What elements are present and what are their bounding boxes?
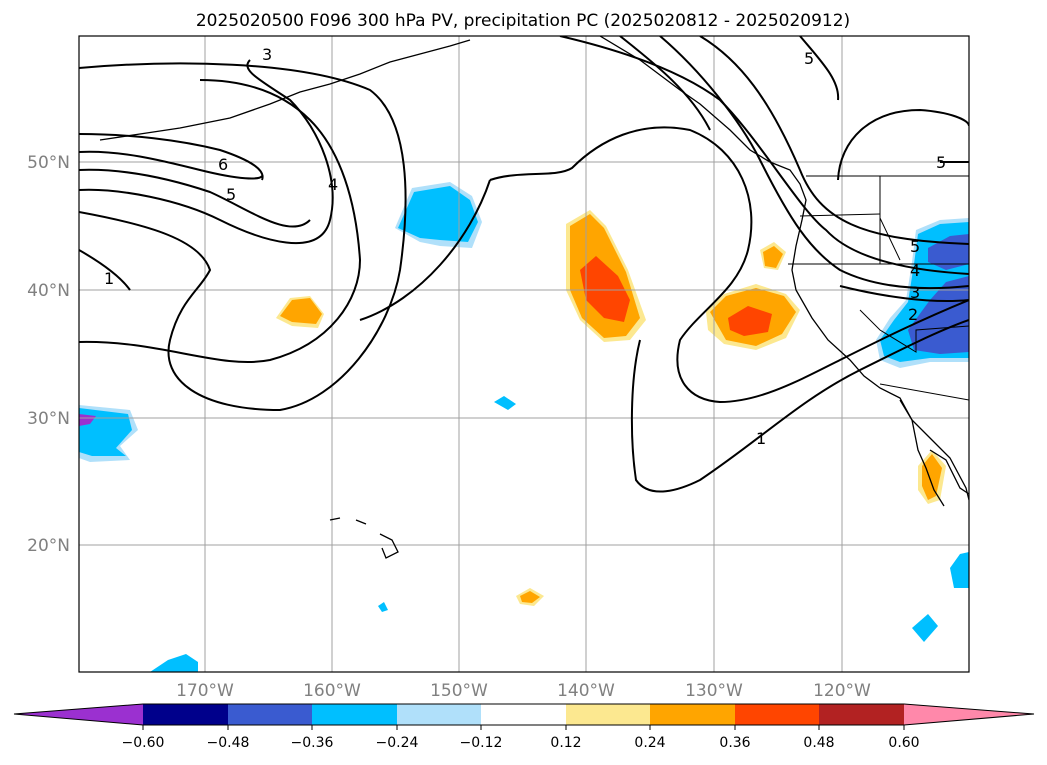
colorbar-tick-label: 0.48 — [803, 735, 834, 751]
figure-title: 2025020500 F096 300 hPa PV, precipitatio… — [196, 11, 850, 31]
contour-label: 1 — [104, 269, 114, 288]
colorbar-tick-label: 0.12 — [550, 735, 581, 751]
contour-label: 5 — [226, 185, 236, 204]
colorbar-tick-label: 0.60 — [888, 735, 919, 751]
colorbar-tick-label: 0.36 — [719, 735, 750, 751]
colorbar-segment — [397, 704, 481, 725]
colorbar-segment — [312, 704, 397, 725]
lat-label: 20°N — [27, 536, 70, 556]
contour-label: 3 — [910, 283, 920, 302]
lon-label: 130°W — [685, 681, 743, 701]
colorbar-segment — [650, 704, 735, 725]
latitude-labels: 50°N 40°N 30°N 20°N — [27, 153, 70, 556]
colorbar-segment — [819, 704, 904, 725]
lat-label: 30°N — [27, 409, 70, 429]
contour-label: 2 — [908, 305, 918, 324]
longitude-labels: 170°W 160°W 150°W 140°W 130°W 120°W — [176, 681, 871, 701]
contour-label: 5 — [936, 153, 946, 172]
colorbar-segment — [228, 704, 312, 725]
colorbar: −0.60 −0.48 −0.36 −0.24 −0.12 0.12 0.24 … — [13, 703, 1035, 751]
colorbar-segment — [143, 704, 228, 725]
coastlines — [99, 36, 969, 559]
colorbar-tick-label: −0.36 — [291, 735, 334, 751]
colorbar-tick-label: −0.60 — [122, 735, 165, 751]
contour-label: 5 — [804, 49, 814, 68]
colorbar-segment — [566, 704, 650, 725]
contour-label: 1 — [756, 429, 766, 448]
map-border — [78, 35, 970, 673]
colorbar-tick-label: −0.48 — [207, 735, 250, 751]
colorbar-extend-low — [14, 704, 143, 725]
colorbar-tick-label: −0.24 — [376, 735, 419, 751]
political-borders — [788, 175, 969, 401]
lat-label: 50°N — [27, 153, 70, 173]
colorbar-segment — [481, 704, 566, 725]
precip-shading — [79, 182, 969, 672]
contour-label: 4 — [328, 175, 338, 194]
lon-label: 140°W — [557, 681, 615, 701]
contour-labels: 3 5 6 5 4 1 1 5 5 4 3 2 — [104, 45, 946, 448]
lon-label: 150°W — [430, 681, 488, 701]
contour-label: 4 — [910, 261, 920, 280]
contour-label: 5 — [910, 237, 920, 256]
graticule — [79, 36, 969, 672]
colorbar-extend-high — [904, 704, 1034, 725]
lon-label: 170°W — [176, 681, 234, 701]
contour-label: 3 — [262, 45, 272, 64]
lat-label: 40°N — [27, 281, 70, 301]
colorbar-segment — [735, 704, 819, 725]
contour-label: 6 — [218, 155, 228, 174]
colorbar-tick-label: −0.12 — [460, 735, 503, 751]
lon-label: 160°W — [303, 681, 361, 701]
map-area — [79, 36, 969, 672]
lon-label: 120°W — [813, 681, 871, 701]
colorbar-tick-label: 0.24 — [634, 735, 665, 751]
pv-contours — [79, 36, 969, 493]
